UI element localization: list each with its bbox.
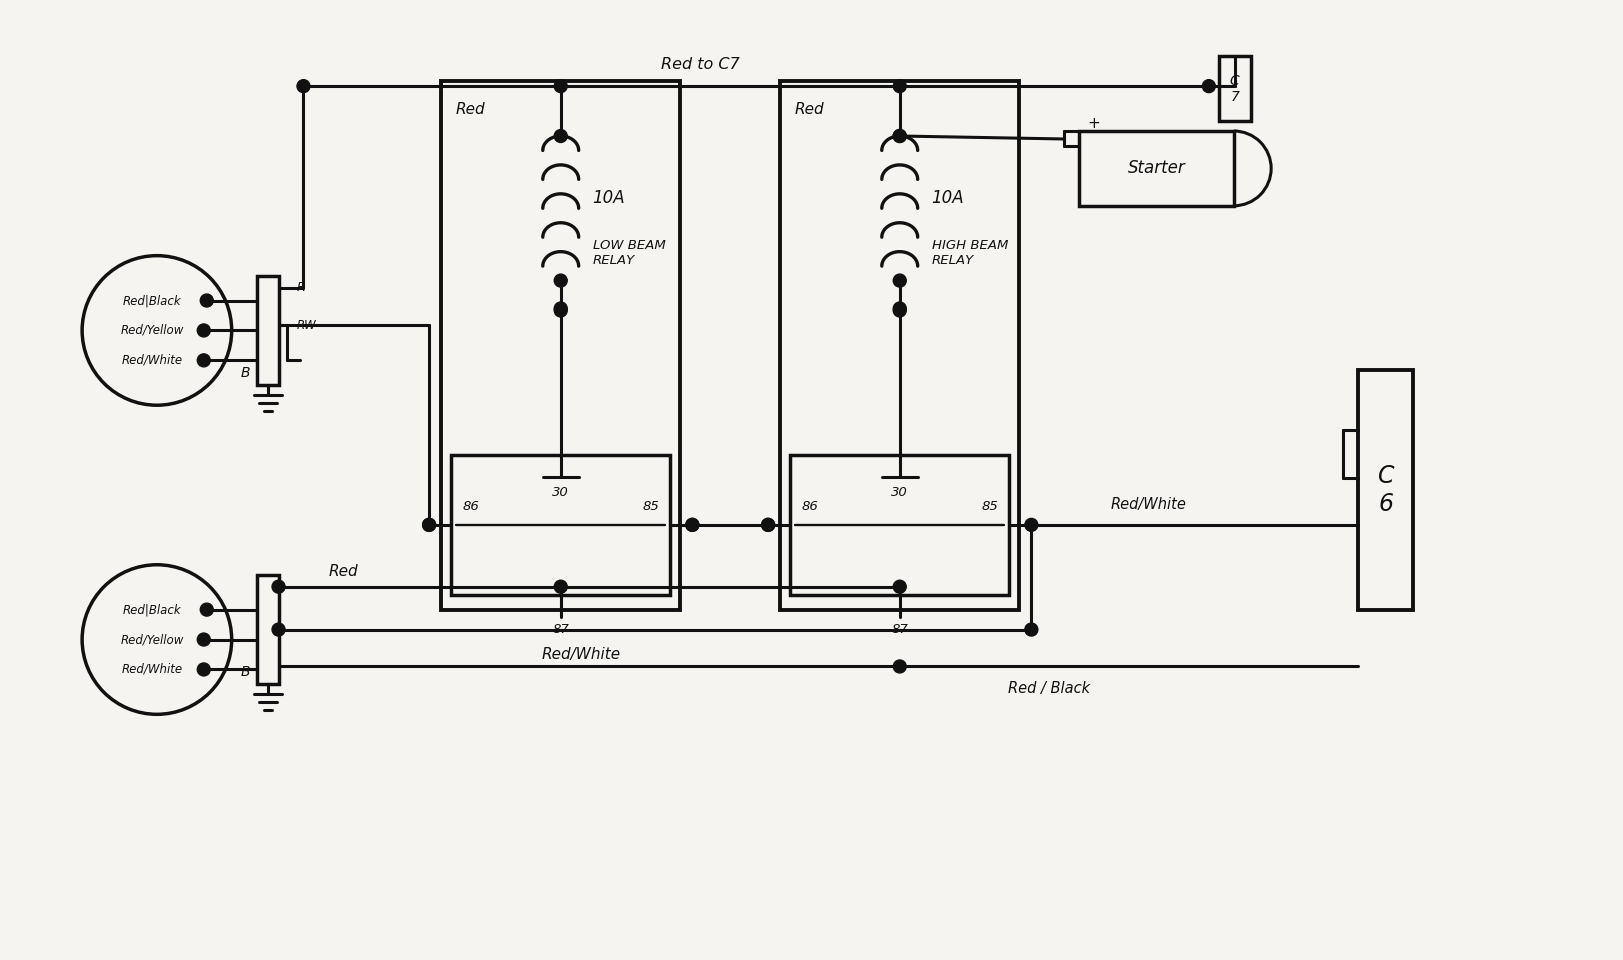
Text: 10A: 10A bbox=[932, 189, 964, 207]
Bar bbox=[1357, 371, 1412, 610]
Bar bbox=[1079, 131, 1233, 205]
Text: 30: 30 bbox=[891, 487, 907, 499]
Bar bbox=[789, 455, 1010, 594]
Circle shape bbox=[1024, 623, 1037, 636]
Bar bbox=[451, 455, 670, 594]
Text: Red: Red bbox=[456, 102, 485, 116]
Circle shape bbox=[553, 304, 566, 317]
Bar bbox=[1219, 57, 1250, 121]
Circle shape bbox=[1024, 518, 1037, 531]
Text: Red/White: Red/White bbox=[122, 663, 182, 676]
Text: 10A: 10A bbox=[592, 189, 625, 207]
Text: 30: 30 bbox=[552, 487, 568, 499]
Circle shape bbox=[553, 80, 566, 92]
Circle shape bbox=[893, 302, 906, 315]
Text: Red: Red bbox=[795, 102, 824, 116]
Text: 87: 87 bbox=[891, 623, 907, 636]
Circle shape bbox=[1201, 80, 1214, 92]
Text: R: R bbox=[297, 281, 305, 294]
Text: Red / Black: Red / Black bbox=[1008, 681, 1089, 696]
Text: Red: Red bbox=[328, 564, 357, 579]
Circle shape bbox=[297, 80, 310, 92]
Text: Red|Black: Red|Black bbox=[122, 294, 182, 307]
Circle shape bbox=[553, 275, 566, 287]
Text: C
6: C 6 bbox=[1376, 464, 1393, 516]
Circle shape bbox=[196, 663, 209, 676]
Text: RW: RW bbox=[297, 319, 316, 332]
Circle shape bbox=[553, 130, 566, 142]
Text: 86: 86 bbox=[463, 500, 479, 514]
Text: Red/Yellow: Red/Yellow bbox=[120, 633, 183, 646]
Circle shape bbox=[196, 633, 209, 646]
Circle shape bbox=[893, 80, 906, 92]
Text: B: B bbox=[240, 367, 250, 380]
Bar bbox=[441, 82, 680, 610]
Text: Red to C7: Red to C7 bbox=[661, 57, 738, 72]
Circle shape bbox=[553, 302, 566, 315]
Text: Red/White: Red/White bbox=[540, 647, 620, 662]
Circle shape bbox=[893, 580, 906, 593]
Text: 86: 86 bbox=[802, 500, 818, 514]
Circle shape bbox=[685, 518, 698, 531]
Circle shape bbox=[200, 294, 213, 307]
Text: 85: 85 bbox=[980, 500, 997, 514]
Circle shape bbox=[893, 130, 906, 142]
Circle shape bbox=[893, 660, 906, 673]
Text: +: + bbox=[1086, 115, 1099, 131]
Circle shape bbox=[196, 324, 209, 337]
Text: 85: 85 bbox=[641, 500, 659, 514]
Circle shape bbox=[553, 580, 566, 593]
Text: Red/White: Red/White bbox=[1110, 497, 1186, 513]
Circle shape bbox=[761, 518, 774, 531]
Circle shape bbox=[685, 518, 698, 531]
Circle shape bbox=[893, 130, 906, 142]
Text: Red|Black: Red|Black bbox=[122, 603, 182, 616]
Circle shape bbox=[273, 623, 286, 636]
Text: LOW BEAM
RELAY: LOW BEAM RELAY bbox=[592, 239, 665, 267]
Bar bbox=[256, 276, 279, 385]
Text: Red/Yellow: Red/Yellow bbox=[120, 324, 183, 337]
Text: C
7: C 7 bbox=[1229, 74, 1238, 104]
Circle shape bbox=[761, 518, 774, 531]
Text: HIGH BEAM
RELAY: HIGH BEAM RELAY bbox=[932, 239, 1008, 267]
Text: Starter: Starter bbox=[1126, 159, 1185, 178]
Circle shape bbox=[200, 603, 213, 616]
Circle shape bbox=[893, 275, 906, 287]
Circle shape bbox=[196, 354, 209, 367]
Text: Red/White: Red/White bbox=[122, 354, 182, 367]
Circle shape bbox=[422, 518, 435, 531]
Circle shape bbox=[893, 304, 906, 317]
Text: 87: 87 bbox=[552, 623, 568, 636]
Circle shape bbox=[273, 580, 286, 593]
Bar bbox=[779, 82, 1019, 610]
Text: B: B bbox=[240, 665, 250, 680]
Circle shape bbox=[422, 518, 435, 531]
Bar bbox=[256, 575, 279, 684]
